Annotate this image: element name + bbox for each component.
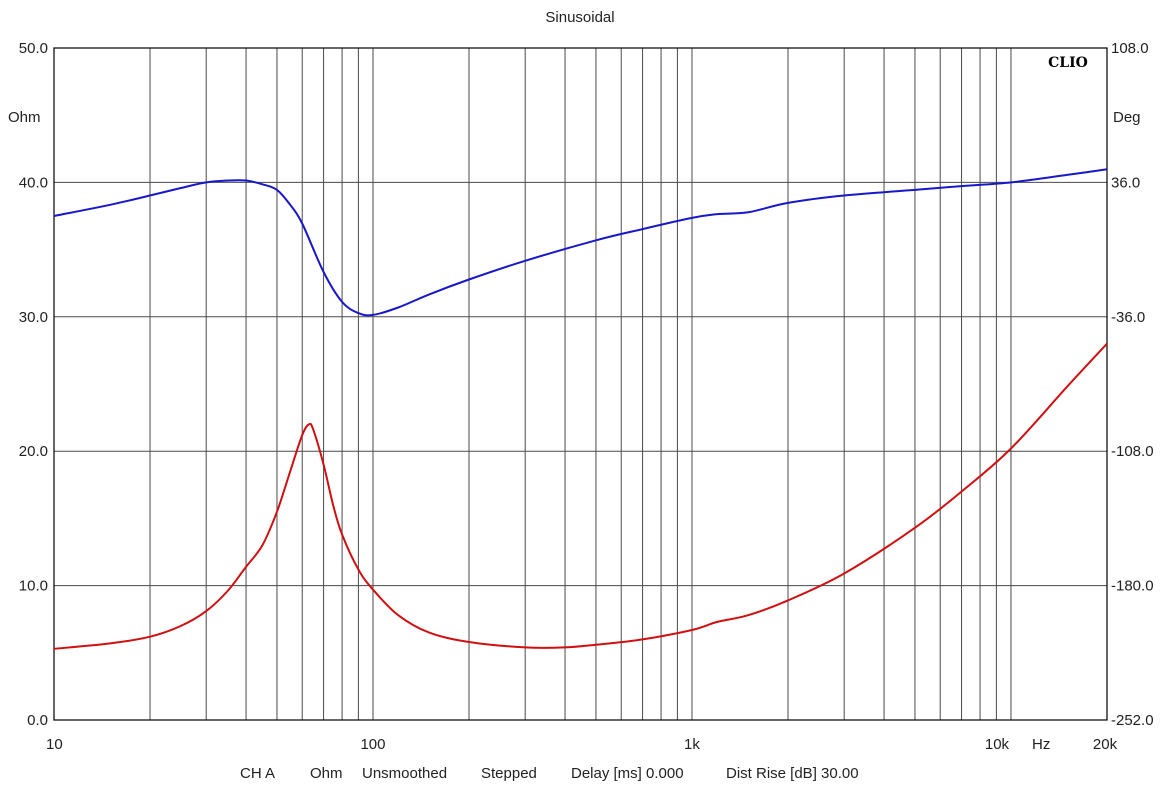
x-tick-label: 10 <box>46 736 63 753</box>
x-unit: Hz <box>1032 736 1050 753</box>
x-tick-label: 20k <box>1093 736 1118 753</box>
footer-dist-rise: Dist Rise [dB] 30.00 <box>726 765 859 782</box>
y-right-axis: Deg -252.0 -180.0 -108.0 -36.0 36.0 108.0 <box>1111 40 1154 729</box>
footer-channel: CH A <box>240 765 275 782</box>
footer-unit: Ohm <box>310 765 343 782</box>
clio-logo-bg <box>1044 52 1094 72</box>
x-axis: Hz 10 100 1k 10k 20k <box>46 736 1118 753</box>
y-right-tick-label: 108.0 <box>1111 40 1149 57</box>
y-left-tick-label: 0.0 <box>27 712 48 729</box>
clio-logo: CLIO <box>1048 55 1088 71</box>
footer-delay: Delay [ms] 0.000 <box>571 765 684 782</box>
y-left-axis: Ohm 0.0 10.0 20.0 30.0 40.0 50.0 <box>8 40 48 729</box>
y-left-tick-label: 50.0 <box>19 40 48 57</box>
y-right-tick-label: 36.0 <box>1111 174 1140 191</box>
y-left-tick-label: 10.0 <box>19 578 48 595</box>
y-right-tick-label: -252.0 <box>1111 712 1154 729</box>
y-left-tick-label: 30.0 <box>19 309 48 326</box>
y-left-tick-label: 20.0 <box>19 443 48 460</box>
footer-mode: Stepped <box>481 765 537 782</box>
y-right-unit: Deg <box>1113 109 1141 126</box>
impedance-series-line <box>53 343 1108 650</box>
x-tick-label: 10k <box>985 736 1010 753</box>
plot-frame <box>53 47 1108 721</box>
series-group <box>53 168 1108 650</box>
y-right-tick-label: -108.0 <box>1111 443 1154 460</box>
footer: CH A Ohm Unsmoothed Stepped Delay [ms] 0… <box>240 765 859 782</box>
x-tick-label: 1k <box>684 736 700 753</box>
y-left-tick-label: 40.0 <box>19 174 48 191</box>
chart-title: Sinusoidal <box>545 9 614 26</box>
x-tick-label: 100 <box>360 736 385 753</box>
y-right-tick-label: -180.0 <box>1111 578 1154 595</box>
y-left-unit: Ohm <box>8 109 41 126</box>
y-right-tick-label: -36.0 <box>1111 309 1145 326</box>
phase-series-line <box>53 168 1108 317</box>
footer-smoothing: Unsmoothed <box>362 765 447 782</box>
grid <box>54 48 1107 720</box>
